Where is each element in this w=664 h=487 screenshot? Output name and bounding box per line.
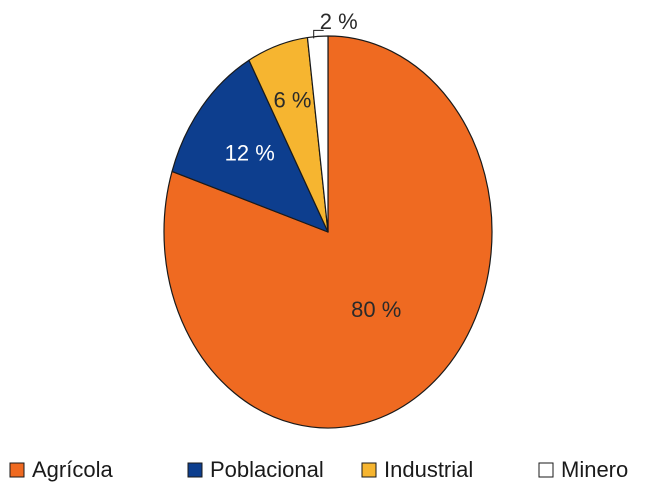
- pie-slices: [163, 35, 493, 429]
- data-label-industrial: 6 %: [274, 87, 312, 112]
- legend-swatch-minero: [538, 462, 554, 478]
- legend-label-minero: Minero: [561, 457, 628, 482]
- legend-swatch-industrial: [361, 462, 377, 478]
- legend: Agrícola Poblacional Industrial Minero: [9, 457, 628, 482]
- legend-item-minero: Minero: [538, 457, 628, 482]
- slice-minero: [306, 35, 329, 233]
- legend-swatch-poblacional: [187, 462, 203, 478]
- data-label-agricola: 80 %: [351, 297, 401, 322]
- data-labels: 80 % 12 % 6 % 2 %: [225, 9, 402, 322]
- legend-label-industrial: Industrial: [384, 457, 473, 482]
- data-label-poblacional: 12 %: [225, 140, 275, 165]
- leader-line-minero: [313, 29, 324, 39]
- slice-poblacional: [171, 59, 329, 233]
- legend-swatch-agricola: [9, 462, 25, 478]
- legend-label-poblacional: Poblacional: [210, 457, 324, 482]
- legend-item-poblacional: Poblacional: [187, 457, 324, 482]
- legend-item-agricola: Agrícola: [9, 457, 113, 482]
- legend-item-industrial: Industrial: [361, 457, 473, 482]
- data-label-minero: 2 %: [320, 9, 358, 34]
- legend-label-agricola: Agrícola: [32, 457, 113, 482]
